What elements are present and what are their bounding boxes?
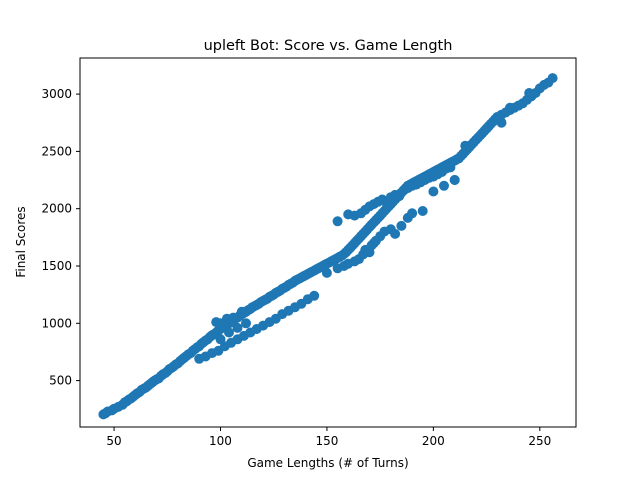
y-axis-label: Final Scores: [14, 206, 28, 277]
chart-title: upleft Bot: Score vs. Game Length: [204, 38, 453, 54]
x-tick-label: 100: [209, 434, 232, 448]
x-axis-label: Game Lengths (# of Turns): [247, 456, 408, 470]
scatter-point: [396, 220, 407, 231]
scatter-point: [524, 88, 535, 98]
scatter-point: [449, 175, 460, 185]
scatter-point: [407, 208, 418, 219]
scatter-point: [481, 123, 492, 134]
scatter-point: [232, 322, 243, 333]
scatter-point: [417, 206, 428, 216]
scatter-point: [224, 327, 234, 338]
plot-area: [98, 73, 558, 420]
scatter-point: [228, 312, 239, 323]
y-tick-label: 2000: [41, 202, 72, 216]
scatter-point: [241, 318, 251, 329]
scatter-point: [496, 117, 507, 128]
scatter-point: [513, 100, 524, 111]
x-tick-label: 50: [106, 434, 121, 448]
scatter-point: [321, 267, 332, 278]
y-tick-label: 2500: [41, 144, 72, 158]
x-axis: 50 100 150 200 250: [106, 427, 551, 448]
scatter-point: [309, 290, 320, 301]
x-tick-label: 200: [422, 434, 445, 448]
scatter-point: [439, 180, 449, 191]
x-tick-label: 250: [528, 434, 551, 448]
x-tick-label: 150: [315, 434, 338, 448]
scatter-point: [332, 216, 343, 227]
y-tick-label: 500: [49, 374, 72, 388]
scatter-point: [390, 228, 401, 239]
y-tick-label: 1000: [41, 316, 72, 330]
scatter-point: [505, 102, 515, 113]
scatter-point: [445, 162, 456, 173]
scatter-point: [460, 140, 471, 151]
scatter-point: [428, 186, 439, 197]
plot-frame: [79, 57, 577, 428]
y-tick-label: 3000: [41, 87, 72, 101]
y-tick-label: 1500: [41, 259, 72, 273]
y-axis: 500 1000 1500 2000 2500 3000: [41, 87, 80, 388]
scatter-point: [547, 73, 558, 84]
scatter-point: [236, 306, 247, 317]
